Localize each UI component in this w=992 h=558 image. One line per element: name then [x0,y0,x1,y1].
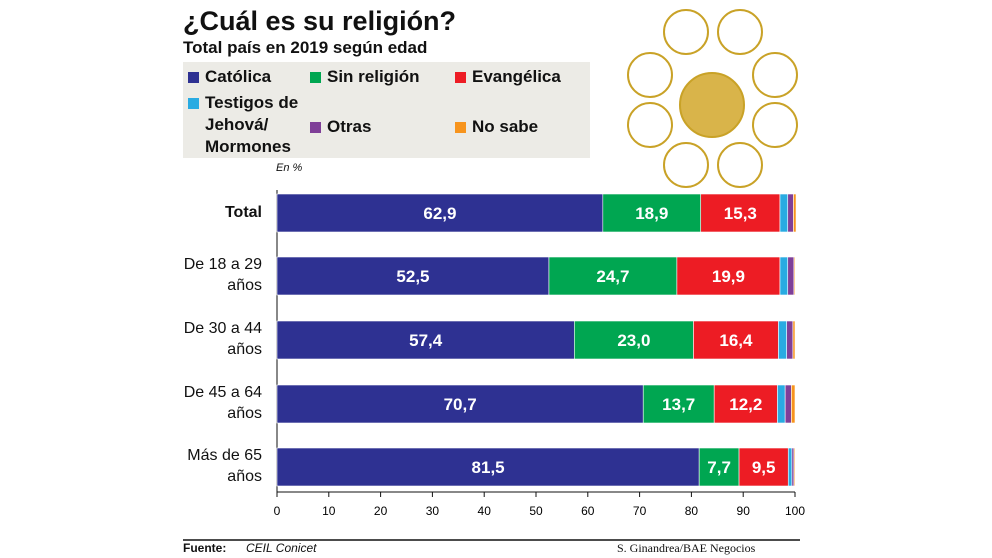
x-tick-label: 70 [633,504,647,518]
y-tick-label: Más de 65 años [187,447,262,485]
legend-label: Evangélica [472,67,561,86]
x-tick-label: 90 [737,504,751,518]
x-tick-label: 0 [274,504,281,518]
legend-label: No sabe [472,117,539,136]
value-label: 52,5 [396,267,429,286]
value-label: 7,7 [707,458,731,477]
value-label: 13,7 [662,395,695,414]
x-tick-label: 80 [685,504,699,518]
bar-segment [791,384,796,424]
bar-segment [778,320,788,360]
value-label: 18,9 [635,204,668,223]
bar-segment [786,320,794,360]
source-label: Fuente: [183,541,227,555]
value-label: 81,5 [472,458,505,477]
x-tick-label: 60 [581,504,595,518]
y-tick-label: Total [224,204,262,221]
chart-subtitle: Total país en 2019 según edad [183,38,428,57]
bar-segment [793,193,797,233]
bar-segment [276,193,604,233]
x-tick-label: 10 [322,504,336,518]
y-tick-label: De 30 a 44 años [183,320,262,358]
value-label: 70,7 [444,395,477,414]
bar-segment [787,193,794,233]
value-label: 23,0 [617,331,650,350]
legend-label: Testigos de Jehová/ Mormones [205,93,299,156]
credit: S. Ginandrea/BAE Negocios [617,541,756,555]
emblem [627,9,798,188]
value-label: 16,4 [719,331,753,350]
bar-segment [548,256,678,296]
bar-segment [738,447,789,487]
value-label: 12,2 [729,395,762,414]
x-tick-label: 30 [426,504,440,518]
bar-segment [791,447,795,487]
bar-segment [698,447,740,487]
legend-swatch [455,122,466,133]
bar-segment [779,193,789,233]
x-tick-label: 40 [478,504,492,518]
x-tick-label: 20 [374,504,388,518]
bar-segment [276,384,644,424]
legend-label: Sin religión [327,67,420,86]
bar-segment [792,320,796,360]
bar-segment [574,320,694,360]
value-label: 19,9 [712,267,745,286]
legend-label: Católica [205,67,272,86]
legend-swatch [455,72,466,83]
bar-segment [676,256,781,296]
legend-swatch [188,98,199,109]
legend-label: Otras [327,117,372,136]
value-label: 24,7 [596,267,629,286]
bar-segment [793,256,796,296]
value-label: 57,4 [409,331,443,350]
bar-segment [793,447,796,487]
chart-title: ¿Cuál es su religión? [183,6,457,36]
bar-segment [276,447,700,487]
legend-swatch [310,122,321,133]
bar-segment [784,384,792,424]
bar-segment [787,447,793,487]
bar-segment [602,193,702,233]
legend-box [183,62,590,158]
x-tick-label: 100 [785,504,805,518]
x-tick-label: 50 [529,504,543,518]
y-tick-label: De 18 a 29 años [183,256,262,294]
bar-segment [787,256,795,296]
bar-segment [642,384,715,424]
value-label: 62,9 [423,204,456,223]
bar-segment [713,384,778,424]
y-tick-label: De 45 a 64 años [183,384,262,422]
bar-segment [276,320,575,360]
legend-swatch [310,72,321,83]
x-axis-label: En % [276,162,303,174]
bar-segment [777,384,786,424]
value-label: 15,3 [724,204,757,223]
value-label: 9,5 [752,458,776,477]
legend-swatch [188,72,199,83]
bar-segment [693,320,779,360]
source: CEIL Conicet [246,541,317,555]
bar-segment [700,193,781,233]
bar-segment [276,256,550,296]
bar-segment [779,256,789,296]
